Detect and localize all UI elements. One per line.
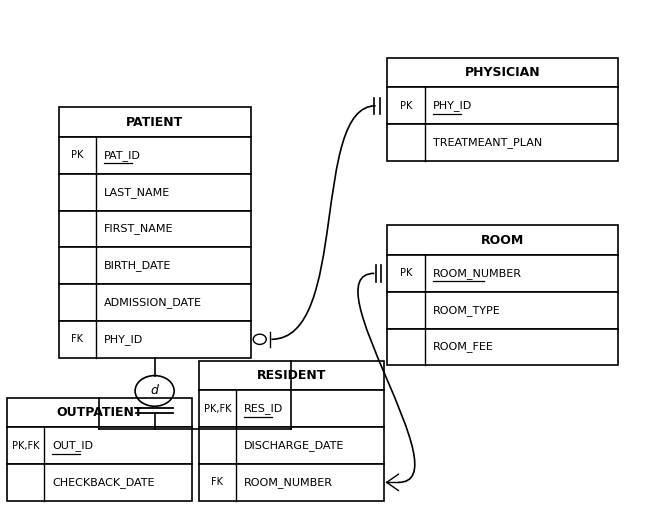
Text: RESIDENT: RESIDENT	[256, 369, 326, 382]
Text: FIRST_NAME: FIRST_NAME	[104, 223, 174, 235]
Bar	[387, 124, 618, 161]
Text: PK: PK	[400, 101, 413, 111]
Text: ROOM_NUMBER: ROOM_NUMBER	[244, 477, 333, 488]
Text: ADMISSION_DATE: ADMISSION_DATE	[104, 297, 202, 308]
Text: ROOM: ROOM	[481, 234, 525, 247]
Text: DISCHARGE_DATE: DISCHARGE_DATE	[244, 440, 344, 451]
Bar	[7, 427, 192, 464]
Text: PK: PK	[71, 150, 84, 160]
Text: PK,FK: PK,FK	[204, 404, 231, 414]
Bar	[59, 174, 251, 211]
Text: OUT_ID: OUT_ID	[52, 440, 93, 451]
Text: d: d	[150, 384, 159, 398]
Text: PK: PK	[400, 268, 413, 278]
Bar	[387, 329, 618, 365]
Bar	[59, 211, 251, 247]
Bar	[199, 464, 384, 501]
Text: PHY_ID: PHY_ID	[104, 334, 143, 345]
Bar	[59, 247, 251, 284]
Bar	[199, 390, 384, 427]
Text: PK,FK: PK,FK	[12, 440, 39, 451]
Bar	[199, 427, 384, 464]
Bar	[59, 284, 251, 321]
Text: ROOM_FEE: ROOM_FEE	[433, 341, 494, 353]
Text: FK: FK	[72, 334, 83, 344]
Text: RES_ID: RES_ID	[244, 403, 283, 414]
Text: FK: FK	[212, 477, 223, 487]
Bar	[7, 464, 192, 501]
Text: ROOM_NUMBER: ROOM_NUMBER	[433, 268, 522, 279]
Text: ROOM_TYPE: ROOM_TYPE	[433, 305, 501, 316]
Bar	[387, 225, 618, 255]
Text: OUTPATIENT: OUTPATIENT	[56, 406, 143, 419]
Text: PHY_ID: PHY_ID	[433, 100, 472, 111]
Text: BIRTH_DATE: BIRTH_DATE	[104, 260, 171, 271]
Bar	[387, 292, 618, 329]
Bar	[387, 87, 618, 124]
Bar	[59, 137, 251, 174]
Bar	[59, 321, 251, 358]
Bar	[387, 58, 618, 87]
Text: LAST_NAME: LAST_NAME	[104, 187, 171, 198]
Text: PATIENT: PATIENT	[126, 115, 183, 129]
Bar	[7, 398, 192, 427]
Text: CHECKBACK_DATE: CHECKBACK_DATE	[52, 477, 154, 488]
Text: TREATMEANT_PLAN: TREATMEANT_PLAN	[433, 137, 542, 148]
Text: PAT_ID: PAT_ID	[104, 150, 141, 161]
Bar	[387, 255, 618, 292]
Bar	[59, 107, 251, 137]
Text: PHYSICIAN: PHYSICIAN	[465, 66, 541, 79]
Bar	[199, 361, 384, 390]
